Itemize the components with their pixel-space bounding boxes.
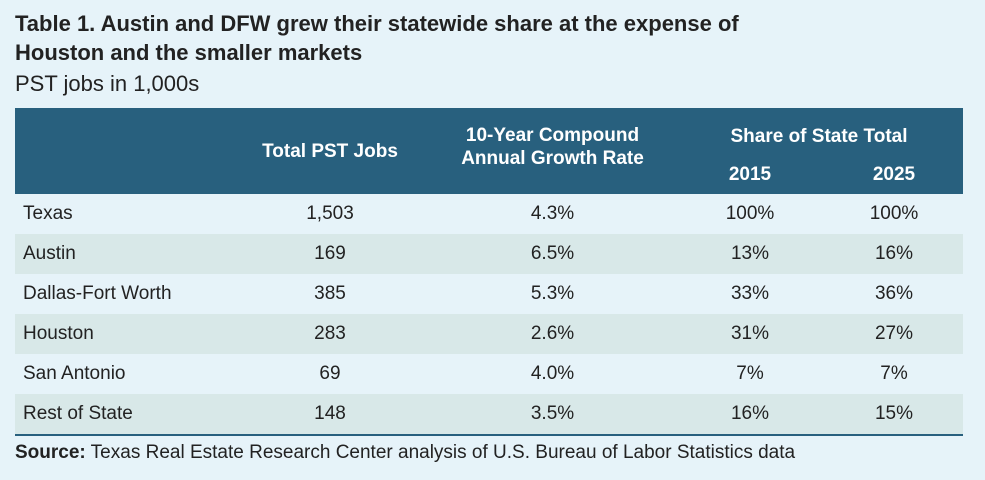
- source-label: Source:: [15, 442, 86, 463]
- cell-name: Austin: [15, 234, 230, 274]
- cell-s2025: 7%: [880, 363, 908, 384]
- source-text: Texas Real Estate Research Center analys…: [85, 442, 796, 463]
- table-row: Dallas-Fort Worth 385 5.3% 33% 36%: [15, 274, 963, 314]
- cell-s2015: 13%: [675, 234, 825, 274]
- cell-name: San Antonio: [23, 363, 126, 384]
- cell-name: Dallas-Fort Worth: [23, 283, 172, 304]
- table-row: Texas 1,503 4.3% 100% 100%: [15, 194, 963, 234]
- table-row: San Antonio 69 4.0% 7% 7%: [15, 354, 963, 394]
- source-note: Source: Texas Real Estate Research Cente…: [15, 442, 795, 464]
- cell-s2025: 15%: [825, 394, 963, 436]
- cell-s2025: 27%: [825, 314, 963, 354]
- cell-total: 169: [230, 234, 430, 274]
- header-2015: 2015: [675, 154, 825, 194]
- table-title: Table 1. Austin and DFW grew their state…: [15, 11, 739, 65]
- cell-s2025: 36%: [874, 283, 914, 304]
- cell-s2015: 33%: [730, 283, 770, 304]
- cell-total: 385: [314, 283, 346, 304]
- cell-growth: 3.5%: [430, 394, 675, 436]
- cell-s2015: 16%: [675, 394, 825, 436]
- cell-growth: 2.6%: [430, 314, 675, 354]
- header-growth: 10-Year Compound Annual Growth Rate: [430, 108, 675, 194]
- pst-jobs-table: Total PST Jobs 10-Year Compound Annual G…: [15, 108, 963, 436]
- cell-total: 148: [230, 394, 430, 436]
- cell-s2025: 16%: [825, 234, 963, 274]
- header-2025: 2025: [825, 154, 963, 194]
- table-row: Austin 169 6.5% 13% 16%: [15, 234, 963, 274]
- cell-growth: 6.5%: [430, 234, 675, 274]
- cell-total: 283: [230, 314, 430, 354]
- cell-s2015: 7%: [736, 363, 764, 384]
- cell-total: 1,503: [306, 203, 354, 224]
- cell-s2015: 100%: [725, 203, 775, 224]
- cell-growth: 4.0%: [530, 363, 575, 384]
- table-row: Houston 283 2.6% 31% 27%: [15, 314, 963, 354]
- cell-name: Houston: [15, 314, 230, 354]
- cell-growth: 4.3%: [530, 203, 575, 224]
- cell-name: Rest of State: [15, 394, 230, 436]
- header-share: Share of State Total: [675, 108, 963, 154]
- cell-total: 69: [319, 363, 341, 384]
- header-total: Total PST Jobs: [230, 108, 430, 194]
- header-growth-label: 10-Year Compound Annual Growth Rate: [461, 125, 644, 169]
- header-blank: [15, 108, 230, 194]
- cell-name: Texas: [23, 203, 73, 224]
- cell-s2015: 31%: [675, 314, 825, 354]
- table-row: Rest of State 148 3.5% 16% 15%: [15, 394, 963, 436]
- cell-s2025: 100%: [869, 203, 919, 224]
- cell-growth: 5.3%: [530, 283, 575, 304]
- table-subtitle: PST jobs in 1,000s: [15, 71, 200, 96]
